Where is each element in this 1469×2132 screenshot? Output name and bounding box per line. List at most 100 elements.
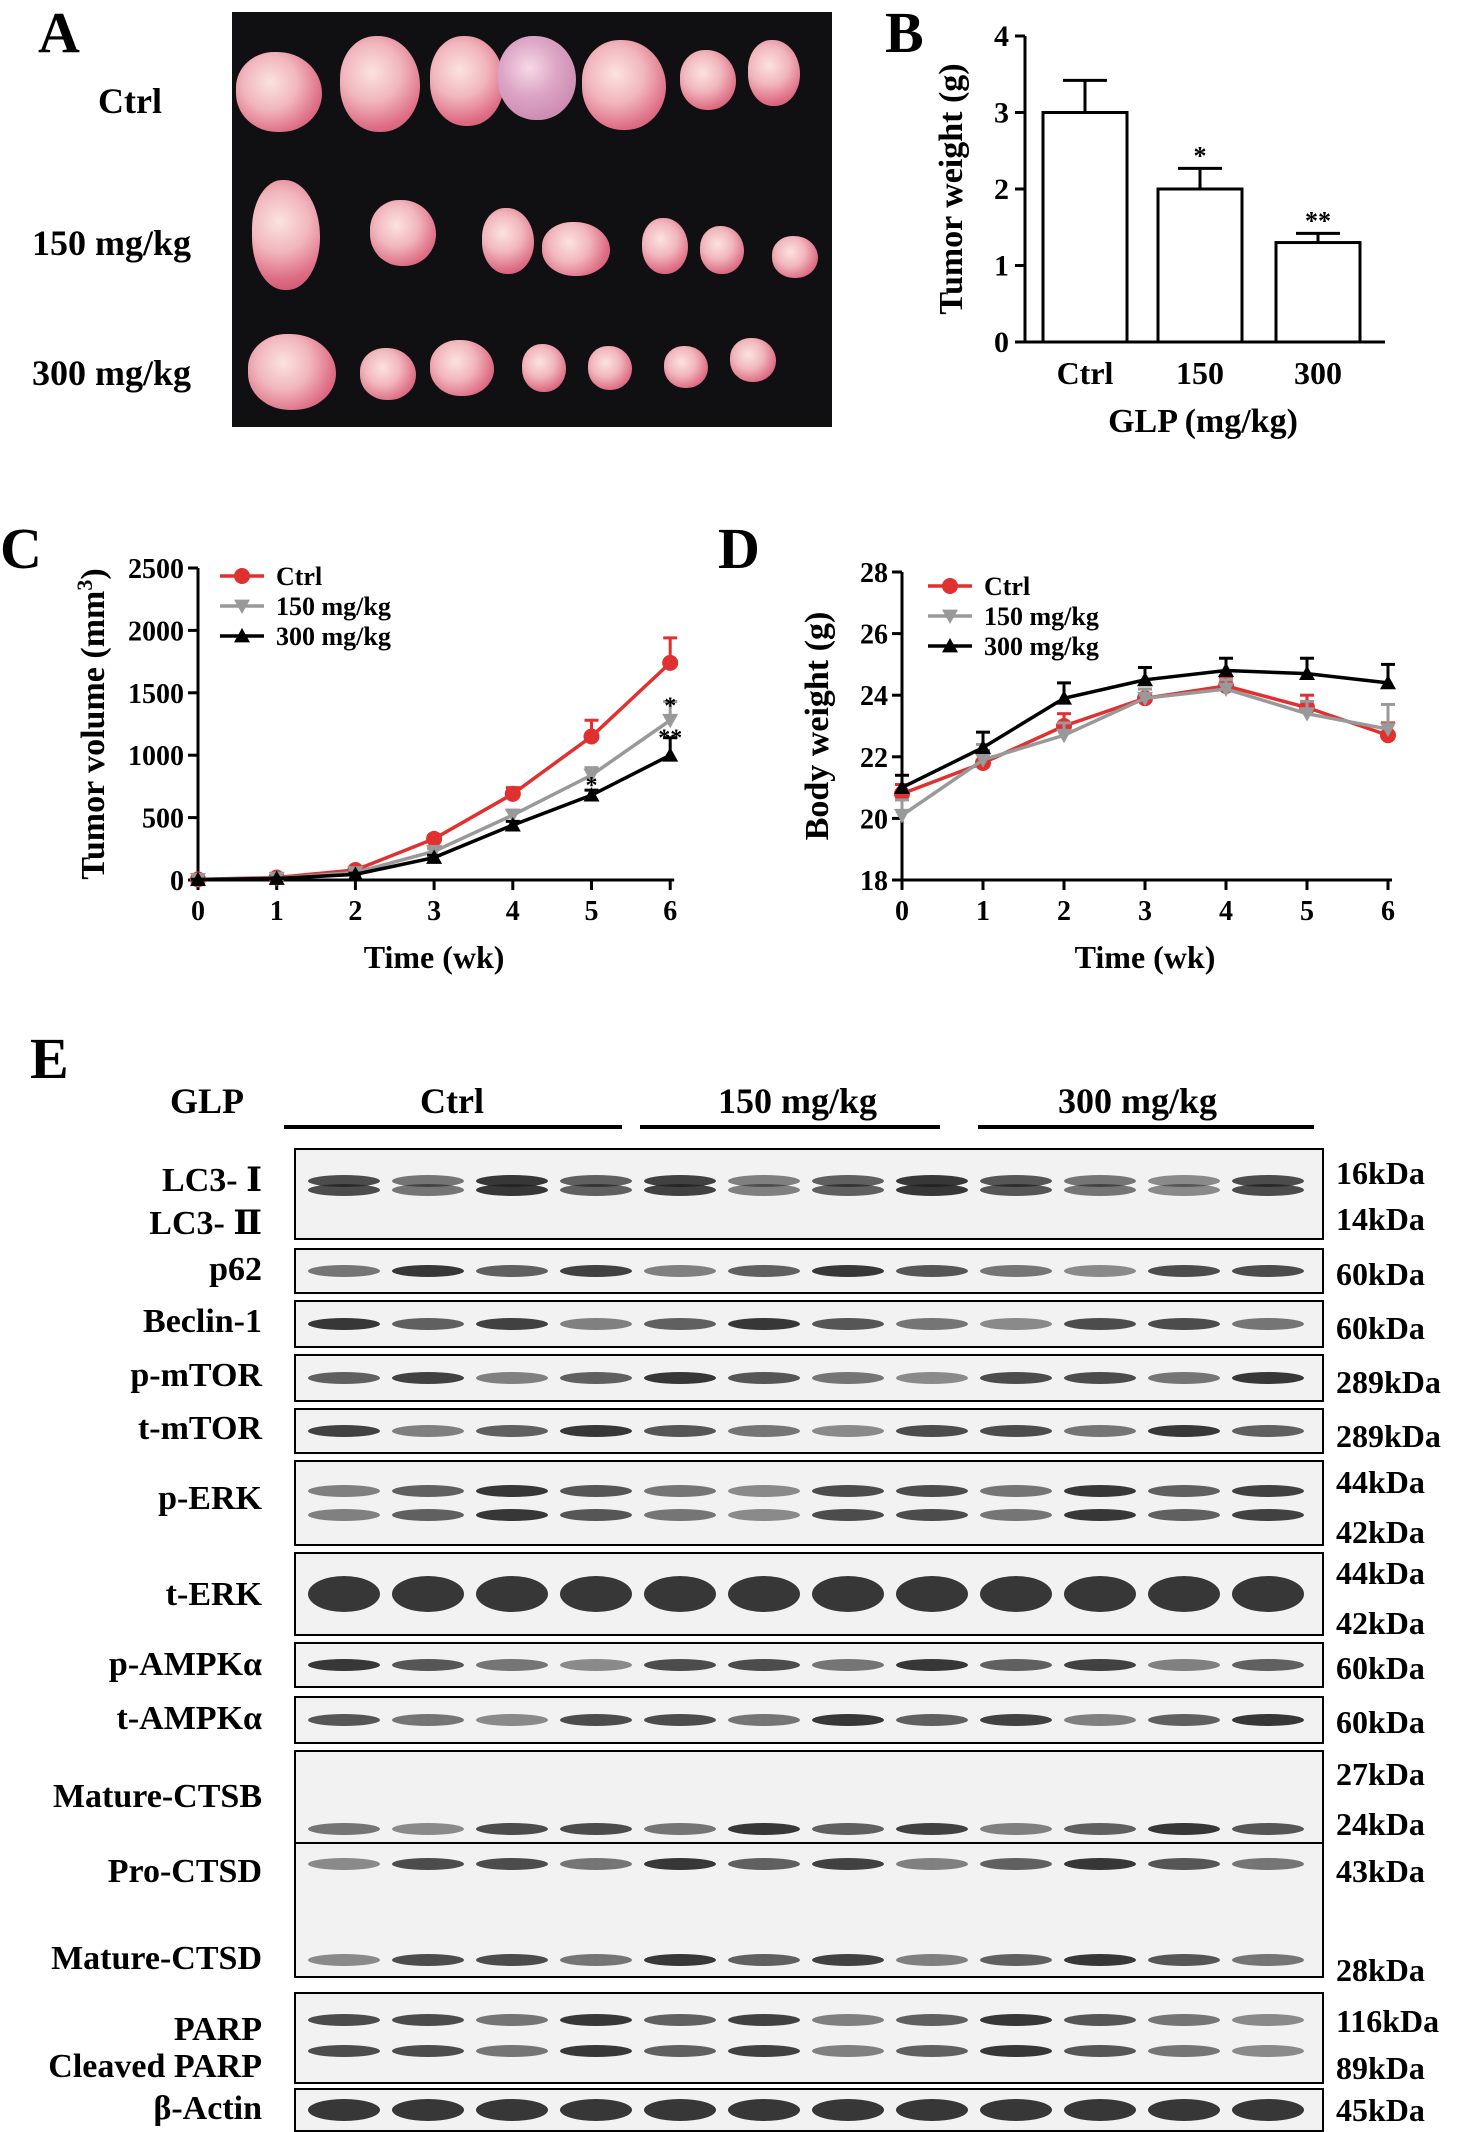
blot-strip: [294, 1992, 1324, 2084]
blot-band: [644, 1857, 716, 1870]
data-point: [1056, 728, 1072, 744]
blot-label: p62: [209, 1251, 262, 1288]
blot-band: [812, 1822, 884, 1835]
data-point: [504, 808, 521, 824]
blot-label: t-AMPKα: [116, 1700, 262, 1737]
blot-band: [308, 1659, 380, 1671]
blot-band: [308, 1425, 380, 1437]
data-point: [1380, 722, 1396, 738]
blot-band: [644, 1318, 716, 1330]
blot-band: [476, 1714, 548, 1726]
blot-band: [812, 2014, 884, 2027]
kda-label: 289kDa: [1336, 1364, 1441, 1400]
blot-band: [1064, 2045, 1136, 2058]
blot-band: [392, 2014, 464, 2027]
blot-band: [1148, 1659, 1220, 1671]
data-point: [583, 768, 600, 784]
blot-band: [308, 1714, 380, 1726]
x-axis-label: GLP (mg/kg): [1108, 403, 1298, 440]
blot-band: [980, 1714, 1052, 1726]
data-point: [426, 830, 443, 847]
blot-band: [476, 1822, 548, 1835]
kda-label: 44kDa: [1336, 1464, 1425, 1500]
data-point: [1056, 690, 1072, 705]
blot-band: [1064, 1484, 1136, 1497]
blot-band: [728, 1714, 800, 1726]
significance-marker: **: [1305, 206, 1331, 235]
tumor-150-5: [642, 218, 688, 274]
tumor-ctrl-3: [430, 36, 504, 126]
blot-band: [896, 1372, 968, 1384]
data-point: [347, 866, 364, 881]
blot-band: [1148, 1318, 1220, 1330]
kda-label: 16kDa: [1336, 1155, 1425, 1191]
blot-band: [1064, 1509, 1136, 1522]
y-tick-label: 3: [994, 97, 1009, 130]
data-point: [942, 609, 958, 624]
y-tick-label: 0: [994, 326, 1009, 359]
y-axis-label-close: ): [75, 568, 112, 579]
blot-band: [1232, 2014, 1304, 2027]
blot-band: [392, 1659, 464, 1671]
blot-band: [728, 1425, 800, 1437]
blot-label: Mature-CTSD: [51, 1940, 262, 1977]
blot-strip: [294, 1696, 1324, 1744]
tumor-300-4: [522, 344, 566, 392]
blot-band: [728, 2014, 800, 2027]
blot-band: [560, 1857, 632, 1870]
blot-band: [308, 1183, 380, 1196]
blot-band: [896, 1822, 968, 1835]
blot-label: p-AMPKα: [108, 1646, 262, 1683]
blot-band: [392, 1509, 464, 1522]
blot-band: [1148, 2014, 1220, 2027]
blot-band: [1232, 1265, 1304, 1277]
glp-label: GLP: [170, 1081, 245, 1121]
blot-band: [728, 1372, 800, 1384]
blot-band: [980, 1318, 1052, 1330]
y-tick-label: 20: [860, 804, 888, 835]
tumor-300-3: [430, 340, 494, 396]
blot-band: [1064, 1954, 1136, 1967]
x-tick-label: 0: [191, 896, 205, 927]
blot-band: [896, 1484, 968, 1497]
blot-band: [392, 1183, 464, 1196]
blot-band: [560, 1714, 632, 1726]
blot-band: [476, 1484, 548, 1497]
blot-band: [476, 1425, 548, 1437]
blot-label: t-mTOR: [137, 1410, 262, 1447]
blot-band: [896, 1857, 968, 1870]
blot-band: [560, 1318, 632, 1330]
bar: [1041, 111, 1129, 344]
blot-band: [980, 1576, 1052, 1612]
blot-band: [392, 1822, 464, 1835]
blot-band: [728, 1576, 800, 1612]
data-point: [1137, 691, 1153, 707]
bar: [1156, 187, 1244, 344]
data-point: [583, 728, 600, 745]
tumor-ctrl-6: [680, 50, 736, 110]
y-tick-label: 26: [860, 620, 888, 651]
blot-band: [644, 2014, 716, 2027]
y-tick-label: 28: [860, 558, 888, 589]
kda-label: 116kDa: [1336, 2003, 1440, 2039]
blot-band: [1148, 1509, 1220, 1522]
group-label-ctrl: Ctrl: [420, 1081, 484, 1121]
blot-band: [560, 1822, 632, 1835]
blot-strip: [294, 1148, 1324, 1240]
panel-a-row-label-ctrl: Ctrl: [98, 81, 162, 121]
x-tick-label: 3: [427, 896, 441, 927]
blot-band: [896, 1576, 968, 1612]
data-point: [662, 713, 679, 729]
blot-band: [1148, 1425, 1220, 1437]
blot-strip: [294, 1408, 1324, 1454]
blot-band: [812, 1183, 884, 1196]
kda-label: 60kDa: [1336, 1256, 1425, 1292]
tumor-ctrl-4: [498, 36, 576, 120]
tumor-300-2: [360, 348, 416, 400]
legend-label: 150 mg/kg: [984, 602, 1099, 631]
tumor-ctrl-1: [236, 52, 322, 132]
blot-band: [560, 2014, 632, 2027]
blot-label: p-ERK: [158, 1480, 262, 1517]
blot-band: [308, 1372, 380, 1384]
tumor-300-5: [588, 346, 632, 390]
